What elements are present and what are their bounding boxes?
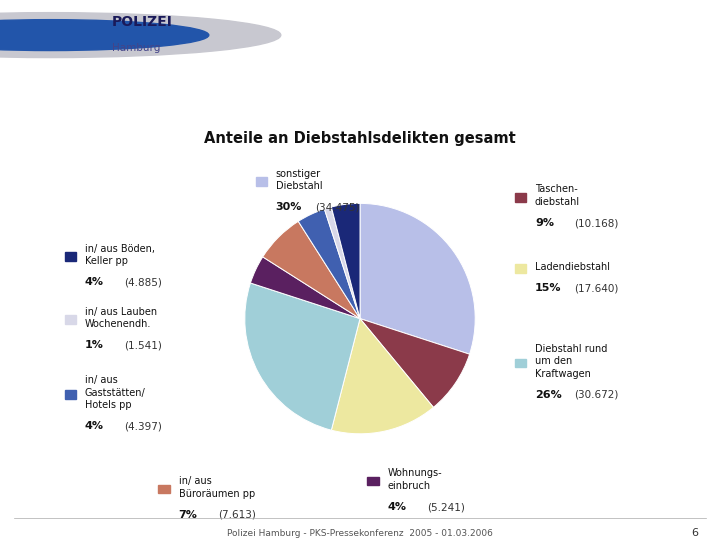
Bar <box>256 178 267 186</box>
Wedge shape <box>245 283 360 430</box>
Text: Diebstahl rund
um den
Kraftwagen: Diebstahl rund um den Kraftwagen <box>535 344 608 379</box>
Bar <box>515 359 526 367</box>
Text: (4.397): (4.397) <box>125 421 163 431</box>
Text: 6: 6 <box>691 528 698 538</box>
Text: in/ aus Böden,
Keller pp: in/ aus Böden, Keller pp <box>85 244 155 266</box>
Wedge shape <box>331 319 433 434</box>
Wedge shape <box>325 207 360 319</box>
Text: Wohnungs-
einbruch: Wohnungs- einbruch <box>387 468 442 491</box>
Text: Anteile an Diebstahlsdelikten gesamt: Anteile an Diebstahlsdelikten gesamt <box>204 131 516 146</box>
Text: (30.672): (30.672) <box>575 390 619 400</box>
Bar <box>515 193 526 201</box>
Text: Ladendiebstahl: Ladendiebstahl <box>535 261 610 272</box>
Text: in/ aus
Gaststätten/
Hotels pp: in/ aus Gaststätten/ Hotels pp <box>85 375 145 410</box>
Text: Polizei Hamburg - PKS-Pressekonferenz  2005 - 01.03.2006: Polizei Hamburg - PKS-Pressekonferenz 20… <box>227 529 493 538</box>
Wedge shape <box>298 209 360 319</box>
Text: (1.541): (1.541) <box>125 340 163 350</box>
Text: (10.168): (10.168) <box>575 218 619 228</box>
Text: 4%: 4% <box>85 278 104 287</box>
Text: 4%: 4% <box>85 421 104 431</box>
Text: 1%: 1% <box>85 340 104 350</box>
Wedge shape <box>360 319 469 407</box>
Text: POLIZEI: POLIZEI <box>112 16 173 30</box>
Text: (5.241): (5.241) <box>427 502 465 512</box>
Text: 4%: 4% <box>387 502 406 512</box>
Circle shape <box>0 12 281 58</box>
Wedge shape <box>331 204 360 319</box>
Text: Hamburg: Hamburg <box>112 43 160 53</box>
Circle shape <box>0 19 209 51</box>
Bar <box>65 390 76 399</box>
Text: sonstiger
Diebstahl: sonstiger Diebstahl <box>276 168 323 191</box>
Text: 30%: 30% <box>276 202 302 213</box>
Text: (34.475): (34.475) <box>315 202 360 213</box>
Wedge shape <box>360 204 475 354</box>
Text: (7.613): (7.613) <box>218 510 256 520</box>
Bar <box>158 485 170 494</box>
Text: (17.640): (17.640) <box>575 284 619 293</box>
Text: 15%: 15% <box>535 284 562 293</box>
Text: Deliktsstruktur Diebstahlskriminalität: Deliktsstruktur Diebstahlskriminalität <box>121 84 599 105</box>
Text: in/ aus Lauben
Wochenendh.: in/ aus Lauben Wochenendh. <box>85 307 157 329</box>
Text: in/ aus
Büroräumen pp: in/ aus Büroräumen pp <box>179 476 255 498</box>
Text: (4.885): (4.885) <box>125 278 163 287</box>
Text: 7%: 7% <box>179 510 197 520</box>
Text: 9%: 9% <box>535 218 554 228</box>
Bar <box>65 252 76 261</box>
Text: Taschen-
diebstahl: Taschen- diebstahl <box>535 185 580 207</box>
Wedge shape <box>263 221 360 319</box>
Bar <box>515 264 526 273</box>
Text: 26%: 26% <box>535 390 562 400</box>
Bar <box>367 477 379 485</box>
Bar <box>65 315 76 324</box>
Wedge shape <box>251 257 360 319</box>
